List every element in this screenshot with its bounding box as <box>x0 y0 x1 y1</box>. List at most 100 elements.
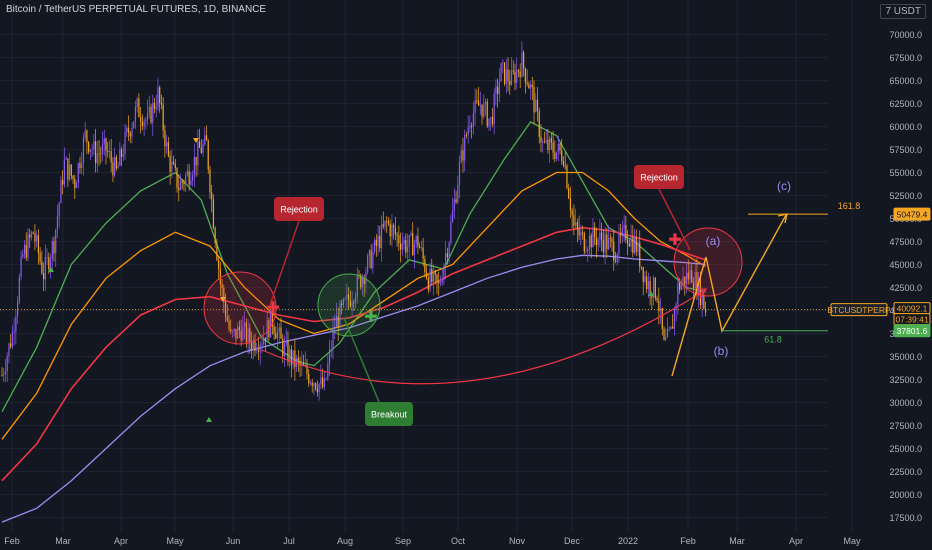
candle-body <box>685 272 688 284</box>
ma_slow-line <box>1 226 706 482</box>
candle-body <box>391 225 393 237</box>
candle-body <box>699 277 701 305</box>
candle-body <box>51 241 53 260</box>
candle-body <box>653 277 655 298</box>
time-tick-label: Jul <box>283 536 295 546</box>
callout-box <box>634 165 684 189</box>
candle-body <box>67 158 69 180</box>
candle-body <box>469 125 471 128</box>
candle-body <box>503 62 506 84</box>
time-tick-label: 2022 <box>618 536 638 546</box>
candle-body <box>526 82 528 85</box>
candle-body <box>436 274 438 282</box>
price-tick-label: 62500.0 <box>889 99 922 109</box>
candle-body <box>231 331 234 332</box>
fib-1618-label: 161.8 <box>838 201 861 211</box>
candle-body <box>351 302 353 307</box>
candle-body <box>339 303 341 328</box>
time-tick-label: Jun <box>226 536 241 546</box>
candlesticks <box>1 41 707 401</box>
symbol-label-bg <box>830 303 888 317</box>
price-tick-label: 65000.0 <box>889 76 922 86</box>
candle-body <box>77 163 79 183</box>
candle-body <box>405 240 407 253</box>
candle-body <box>143 121 145 127</box>
candle-body <box>642 267 644 282</box>
candle-body <box>673 308 676 329</box>
candle-body <box>486 101 488 127</box>
candle-body <box>401 243 403 250</box>
candle-body <box>96 153 98 164</box>
price-tick-label: 17500.0 <box>889 513 922 523</box>
callout-label: Breakout <box>371 410 408 420</box>
fib-1618-price-tag-bg <box>893 207 931 221</box>
candle-body <box>68 164 71 180</box>
candle-body <box>644 276 646 282</box>
candle-body <box>186 170 189 176</box>
candle-body <box>166 142 168 147</box>
candle-body <box>245 322 247 343</box>
candle-body <box>552 142 554 153</box>
candle-body <box>620 232 622 236</box>
candle-body <box>670 326 672 329</box>
candle-body <box>34 233 36 242</box>
candle-body <box>658 300 660 312</box>
candle-body <box>16 301 19 317</box>
last-price-tag: 40092.1 <box>897 303 928 313</box>
candle-body <box>148 106 150 113</box>
candle-body <box>367 256 369 273</box>
candle-body <box>146 112 149 120</box>
candle-body <box>37 235 39 254</box>
price-tick-label: 67500.0 <box>889 53 922 63</box>
candle-body <box>313 383 315 386</box>
candle-body <box>311 382 313 386</box>
candle-body <box>542 141 544 143</box>
candle-body <box>108 151 111 153</box>
candle-body <box>127 127 130 134</box>
candle-body <box>524 68 526 83</box>
candle-body <box>134 106 137 122</box>
candle-body <box>25 244 27 258</box>
candle-body <box>309 382 312 384</box>
candle-body <box>439 282 442 284</box>
currency-button[interactable]: 7 USDT <box>880 4 926 19</box>
candle-body <box>212 199 215 229</box>
candle-body <box>296 357 298 368</box>
candle-body <box>205 135 208 141</box>
candle-body <box>164 130 166 147</box>
candle-body <box>223 287 225 303</box>
candle-body <box>554 152 556 160</box>
candle-body <box>432 271 435 282</box>
candle-body <box>244 322 246 327</box>
candle-body <box>588 235 591 250</box>
candle-body <box>91 149 93 151</box>
candle-body <box>209 169 211 193</box>
candle-body <box>441 280 443 283</box>
candle-body <box>380 224 383 249</box>
candle-body <box>601 232 603 241</box>
time-tick-label: Apr <box>789 536 803 546</box>
time-axis[interactable]: Feb Mar Apr May Jun Jul Aug Sep Oct Nov Dec 2022 Feb… <box>4 536 861 546</box>
candle-body <box>488 118 490 127</box>
candle-body <box>509 81 511 85</box>
candle-body <box>493 93 495 125</box>
candle-body <box>88 142 90 152</box>
candle-body <box>218 259 220 269</box>
candle-body <box>389 223 391 237</box>
price-tick-label: 52500.0 <box>889 191 922 201</box>
candle-body <box>179 181 182 190</box>
candle-body <box>701 294 703 305</box>
price-axis[interactable]: 70000.0 67500.0 65000.0 62500.0 60000.0 57500… <box>827 30 931 523</box>
candle-body <box>632 236 634 253</box>
candle-body <box>271 310 273 327</box>
candle-body <box>568 188 570 199</box>
candle-body <box>640 266 643 268</box>
candle-body <box>569 198 572 211</box>
candle-body <box>270 310 272 338</box>
candle-body <box>479 104 481 106</box>
candle-body <box>614 260 617 262</box>
candle-body <box>587 249 589 252</box>
candle-body <box>682 276 684 284</box>
candle-body <box>49 259 52 269</box>
